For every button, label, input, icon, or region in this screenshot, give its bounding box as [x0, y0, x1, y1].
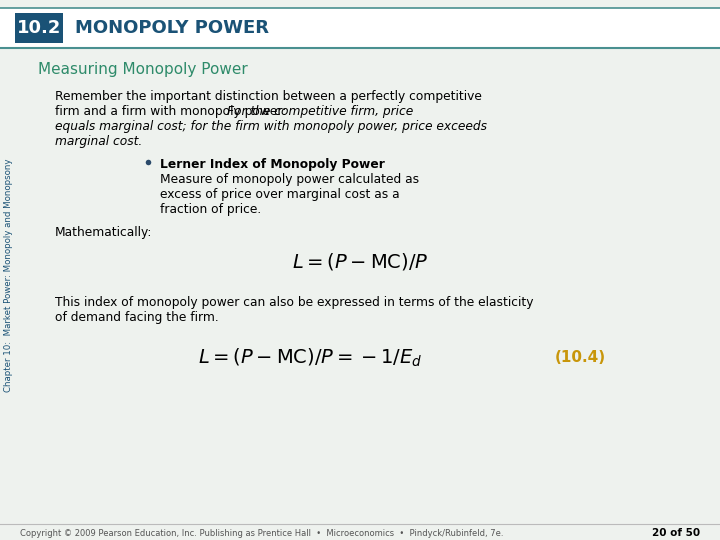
Text: firm and a firm with monopoly power:: firm and a firm with monopoly power: [55, 105, 290, 118]
Text: excess of price over marginal cost as a: excess of price over marginal cost as a [160, 188, 400, 201]
Text: Measuring Monopoly Power: Measuring Monopoly Power [38, 62, 248, 77]
Text: Copyright © 2009 Pearson Education, Inc. Publishing as Prentice Hall  •  Microec: Copyright © 2009 Pearson Education, Inc.… [20, 529, 503, 537]
Text: Mathematically:: Mathematically: [55, 226, 153, 239]
Text: Chapter 10:  Market Power: Monopoly and Monopsony: Chapter 10: Market Power: Monopoly and M… [4, 158, 14, 392]
Text: Lerner Index of Monopoly Power: Lerner Index of Monopoly Power [160, 158, 385, 171]
FancyBboxPatch shape [0, 8, 720, 48]
FancyBboxPatch shape [0, 48, 720, 510]
Text: of demand facing the firm.: of demand facing the firm. [55, 311, 219, 324]
Text: fraction of price.: fraction of price. [160, 203, 261, 216]
Text: For the competitive firm, price: For the competitive firm, price [227, 105, 413, 118]
Text: marginal cost.: marginal cost. [55, 135, 143, 148]
Text: MONOPOLY POWER: MONOPOLY POWER [75, 19, 269, 37]
Text: 20 of 50: 20 of 50 [652, 528, 700, 538]
Text: $L=(P-\mathrm{MC})/P=-1/E_d$: $L=(P-\mathrm{MC})/P=-1/E_d$ [198, 347, 422, 369]
Text: 10.2: 10.2 [17, 19, 61, 37]
Text: (10.4): (10.4) [554, 350, 606, 366]
Text: $L=(P-\mathrm{MC})/P$: $L=(P-\mathrm{MC})/P$ [292, 251, 428, 272]
Text: Measure of monopoly power calculated as: Measure of monopoly power calculated as [160, 173, 419, 186]
Text: equals marginal cost; for the firm with monopoly power, price exceeds: equals marginal cost; for the firm with … [55, 120, 487, 133]
Text: Remember the important distinction between a perfectly competitive: Remember the important distinction betwe… [55, 90, 482, 103]
FancyBboxPatch shape [15, 13, 63, 43]
Text: This index of monopoly power can also be expressed in terms of the elasticity: This index of monopoly power can also be… [55, 296, 534, 309]
